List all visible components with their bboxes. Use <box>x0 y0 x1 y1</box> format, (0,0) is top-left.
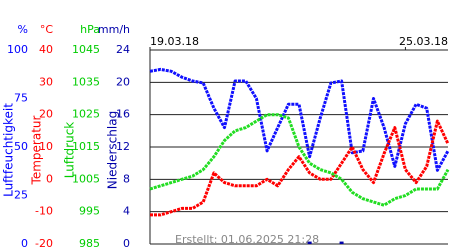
y-tick-label: 75 <box>14 92 28 105</box>
y-tick-label: 1005 <box>72 172 100 185</box>
x-tick-label: 19.03.18 <box>150 35 199 48</box>
y-tick-label: 10 <box>39 140 53 153</box>
axis-title: Niederschlag <box>106 111 120 189</box>
precip-bar <box>307 241 312 244</box>
y-tick-label: 100 <box>7 43 28 56</box>
y-tick-label: 0 <box>21 237 28 250</box>
y-tick-label: 1035 <box>72 75 100 88</box>
axis-unit: mm/h <box>98 23 130 36</box>
y-tick-label: 4 <box>123 205 130 218</box>
footer: Erstellt: 01.06.2025 21:28 <box>175 233 319 246</box>
y-tick-label: 995 <box>79 205 100 218</box>
y-tick-label: 25 <box>14 189 28 202</box>
y-tick-label: 12 <box>116 140 130 153</box>
y-tick-label: -10 <box>35 205 53 218</box>
y-tick-label: -20 <box>35 237 53 250</box>
y-tick-label: 985 <box>79 237 100 250</box>
y-tick-label: 24 <box>116 43 130 56</box>
x-tick-label: 25.03.18 <box>399 35 448 48</box>
y-tick-label: 1045 <box>72 43 100 56</box>
axis-title: Luftfeuchtigkeit <box>2 103 16 197</box>
y-tick-label: 40 <box>39 43 53 56</box>
axis-unit: °C <box>40 23 54 36</box>
y-tick-label: 20 <box>39 108 53 121</box>
precip-bar <box>339 241 344 244</box>
y-tick-label: 20 <box>116 75 130 88</box>
axis-title: Luftdruck <box>63 122 77 179</box>
y-tick-label: 1025 <box>72 108 100 121</box>
axis-unit: % <box>18 23 28 36</box>
series-line <box>150 119 450 217</box>
axis-title: Temperatur <box>30 115 44 185</box>
y-tick-label: 1015 <box>72 140 100 153</box>
axis-unit: hPa <box>80 23 100 36</box>
y-tick-label: 16 <box>116 108 130 121</box>
y-tick-label: 8 <box>123 172 130 185</box>
y-tick-label: 0 <box>123 237 130 250</box>
y-tick-label: 50 <box>14 140 28 153</box>
series-line <box>149 67 450 172</box>
y-tick-label: 0 <box>46 172 53 185</box>
y-tick-label: 30 <box>39 75 53 88</box>
series-line <box>149 113 450 207</box>
